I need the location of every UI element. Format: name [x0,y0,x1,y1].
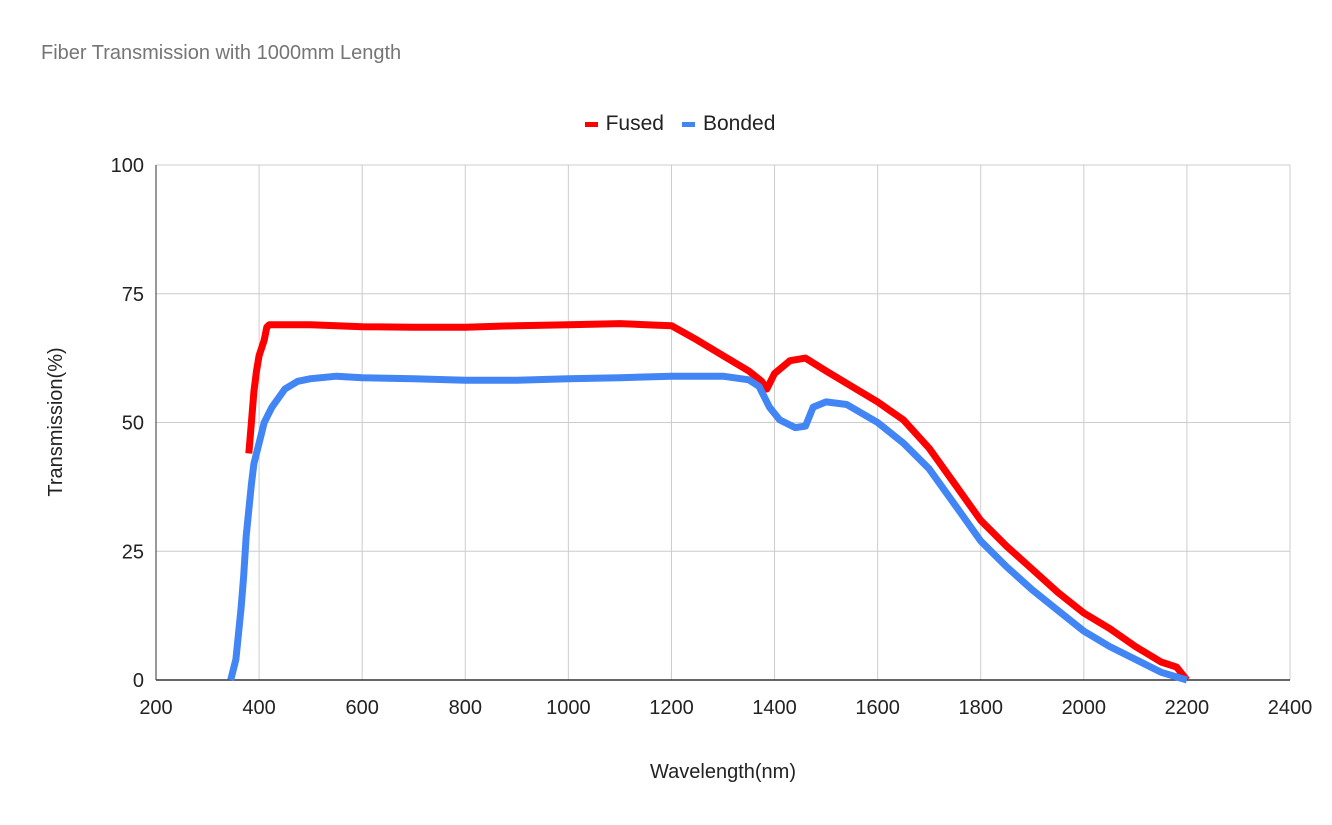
chart-title: Fiber Transmission with 1000mm Length [41,42,402,64]
legend-item-fused[interactable]: Fused [584,112,664,136]
y-tick-label: 0 [133,670,144,692]
x-tick-label: 1200 [649,697,694,719]
y-tick-label: 100 [111,155,144,177]
x-tick-label: 800 [449,697,482,719]
x-tick-label: 2000 [1062,697,1107,719]
x-tick-label: 2400 [1268,697,1313,719]
x-tick-label: 1600 [855,697,900,719]
gridlines [156,164,1291,680]
chart-legend: Fused Bonded [0,112,1332,136]
legend-swatch-fused-icon [584,121,598,127]
x-tick-label: 600 [345,697,378,719]
y-tick-label: 75 [122,284,144,306]
axes [155,165,1290,681]
y-axis-title: Transmission(%) [45,347,67,496]
data-series [227,320,1190,684]
x-tick-label: 400 [242,697,275,719]
x-axis-title: Wavelength(nm) [650,761,796,783]
legend-label-fused: Fused [605,112,664,135]
x-tick-label: 1800 [958,697,1003,719]
tick-labels: 200 400 600 800 1000 1200 1400 1600 1800 2000 2200… [111,155,1313,719]
series-line-bonded[interactable] [227,372,1188,684]
x-tick-label: 1000 [546,697,591,719]
series-line-fused[interactable] [245,320,1190,683]
legend-swatch-bonded-icon [681,121,695,127]
x-tick-label: 200 [139,697,172,719]
x-tick-label: 2200 [1165,697,1210,719]
legend-label-bonded: Bonded [702,112,776,135]
x-tick-label: 1400 [752,697,797,719]
legend-item-bonded[interactable]: Bonded [681,112,776,136]
y-tick-label: 50 [122,413,144,435]
y-tick-label: 25 [122,541,144,563]
